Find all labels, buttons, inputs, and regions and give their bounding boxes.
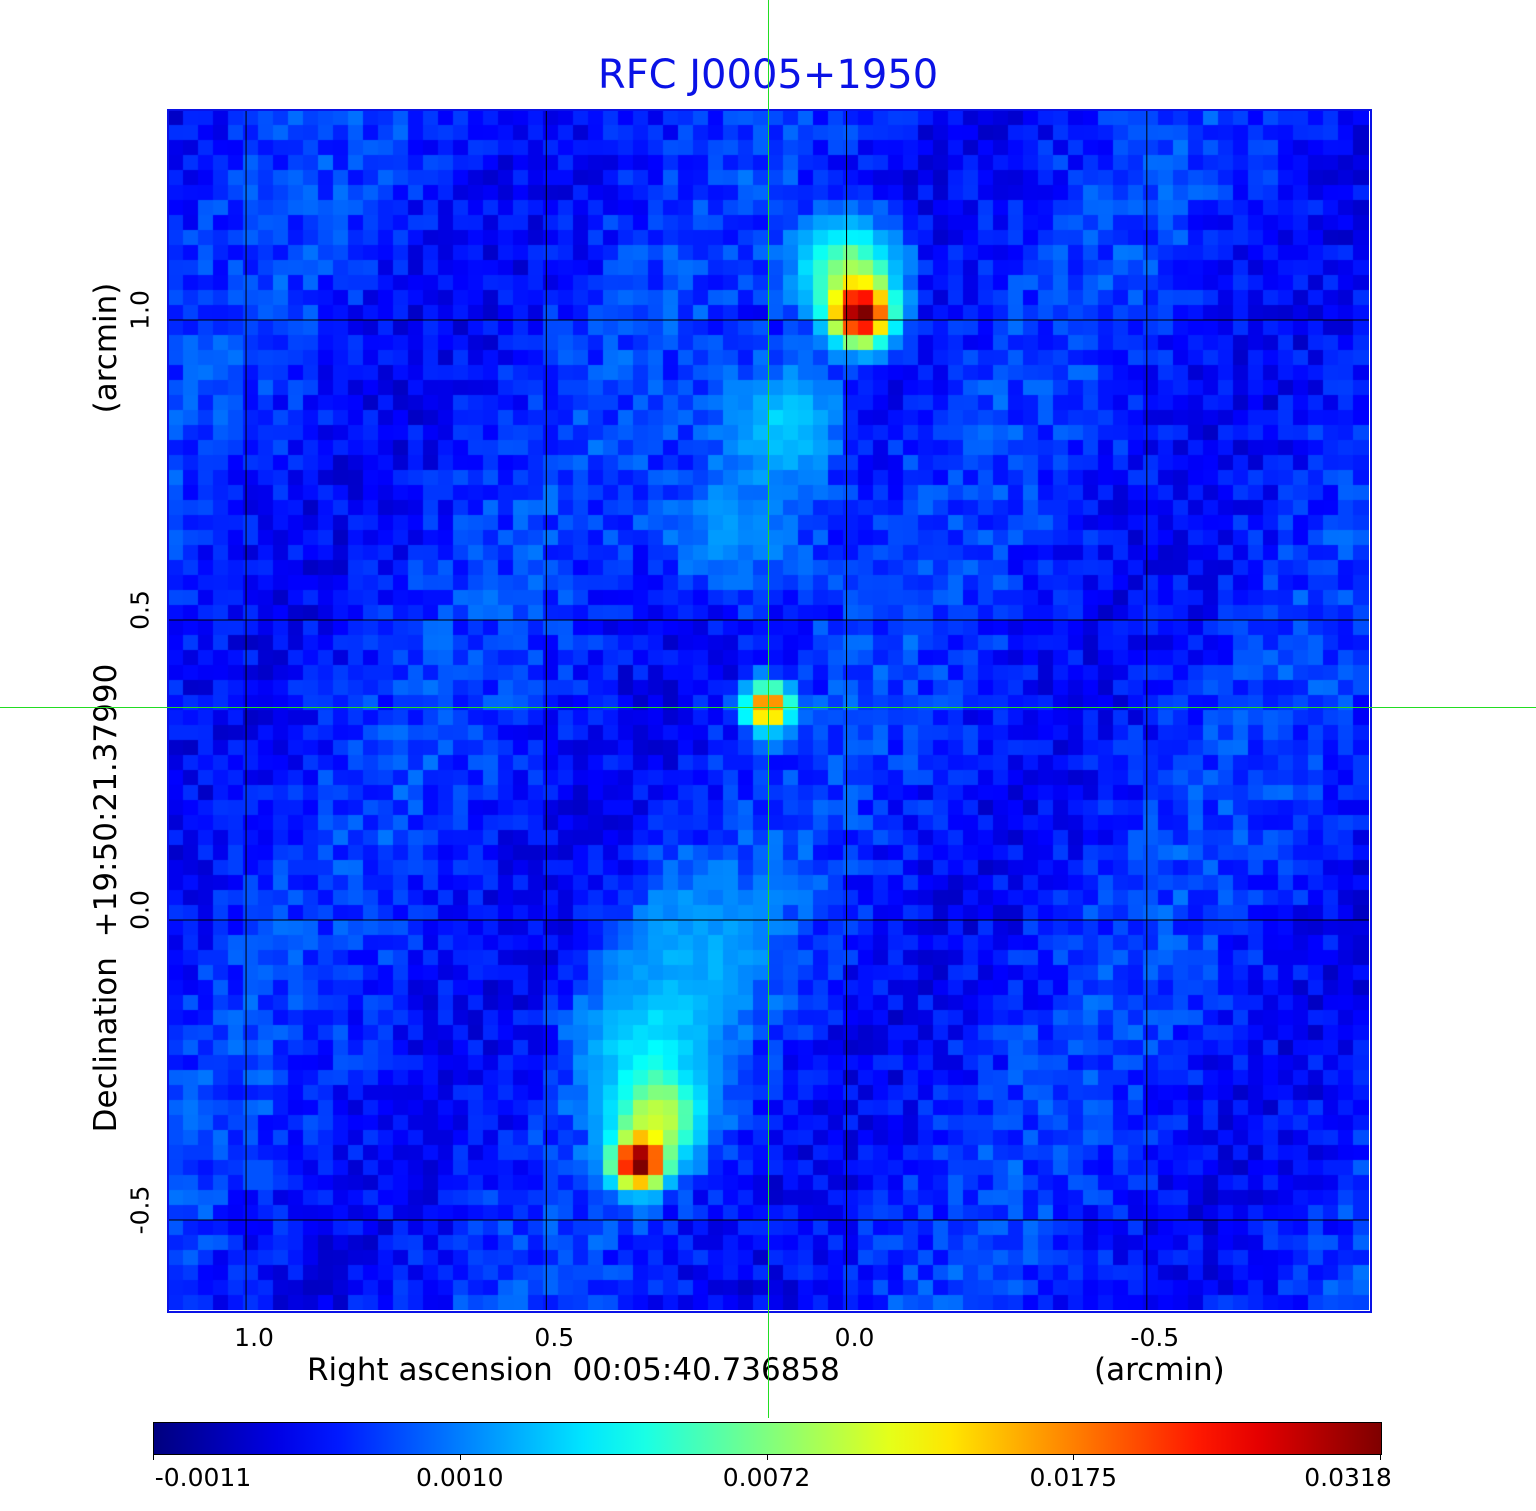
colorbar-tick	[153, 1454, 154, 1460]
colorbar-tick-label: -0.0011	[154, 1463, 252, 1492]
colorbar-tick	[766, 1454, 768, 1460]
crosshair-vertical	[768, 0, 769, 1418]
x-axis-unit: (arcmin)	[1094, 1352, 1225, 1388]
colorbar-tick-label: 0.0318	[1304, 1463, 1392, 1492]
y-tick-label: 0.0	[125, 890, 155, 930]
chart-title: RFC J0005+1950	[597, 52, 939, 98]
colorbar-tick	[1380, 1454, 1381, 1460]
crosshair-horizontal	[0, 707, 1536, 708]
y-tick-label: 1.0	[125, 290, 155, 330]
y-tick-label: -0.5	[125, 1185, 155, 1235]
colorbar-tick-label: 0.0010	[416, 1463, 504, 1492]
x-tick-label: -0.5	[1130, 1323, 1180, 1352]
colorbar-tick	[1073, 1454, 1075, 1460]
colorbar	[153, 1422, 1382, 1455]
y-axis-label: Declination +19:50:21.37990	[88, 663, 124, 1133]
colorbar-tick	[459, 1454, 461, 1460]
y-tick-label: 0.5	[125, 590, 155, 630]
x-axis-label: Right ascension 00:05:40.736858	[307, 1352, 840, 1388]
colorbar-tick-label: 0.0072	[722, 1463, 811, 1492]
x-tick-label: 0.0	[834, 1323, 875, 1352]
x-tick-label: 1.0	[234, 1323, 274, 1352]
colorbar-tick-label: 0.0175	[1029, 1463, 1117, 1492]
x-tick-label: 0.5	[534, 1323, 575, 1352]
y-axis-unit: (arcmin)	[88, 282, 124, 414]
plot-frame	[167, 109, 1372, 1313]
